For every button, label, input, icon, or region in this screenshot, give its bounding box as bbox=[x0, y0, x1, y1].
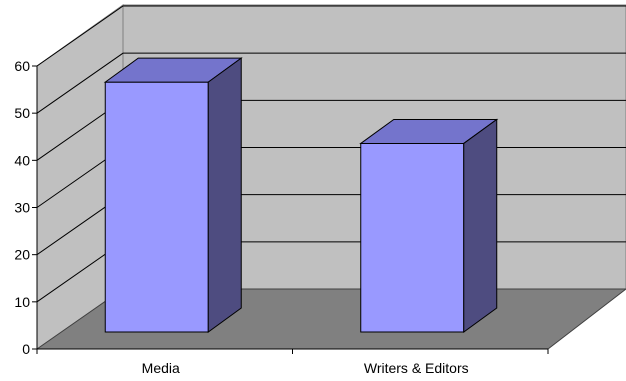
x-axis-labels: Media Writers & Editors bbox=[36, 349, 549, 376]
gridline-50 bbox=[36, 52, 626, 114]
y-tick-label-60: 60 bbox=[14, 58, 30, 74]
y-tick-label-10: 10 bbox=[14, 294, 30, 310]
bar-1 bbox=[103, 57, 243, 333]
y-tick-label-20: 20 bbox=[14, 247, 30, 263]
y-tick-label-50: 50 bbox=[14, 105, 30, 121]
y-tick-label-0: 0 bbox=[22, 341, 30, 357]
x-label-2: Writers & Editors bbox=[364, 360, 469, 376]
y-tick-label-30: 30 bbox=[14, 200, 30, 216]
x-label-1: Media bbox=[142, 360, 180, 376]
y-axis-ticks: 0 10 20 30 40 50 60 bbox=[14, 58, 37, 357]
gridline-60 bbox=[36, 5, 626, 67]
bar-front-1 bbox=[104, 81, 209, 333]
bar-side-1 bbox=[207, 57, 242, 333]
y-tick-label-40: 40 bbox=[14, 152, 30, 168]
bar-side-2 bbox=[463, 118, 498, 333]
bar-front-2 bbox=[360, 142, 465, 333]
bars bbox=[103, 57, 499, 333]
bar-2 bbox=[359, 118, 499, 333]
